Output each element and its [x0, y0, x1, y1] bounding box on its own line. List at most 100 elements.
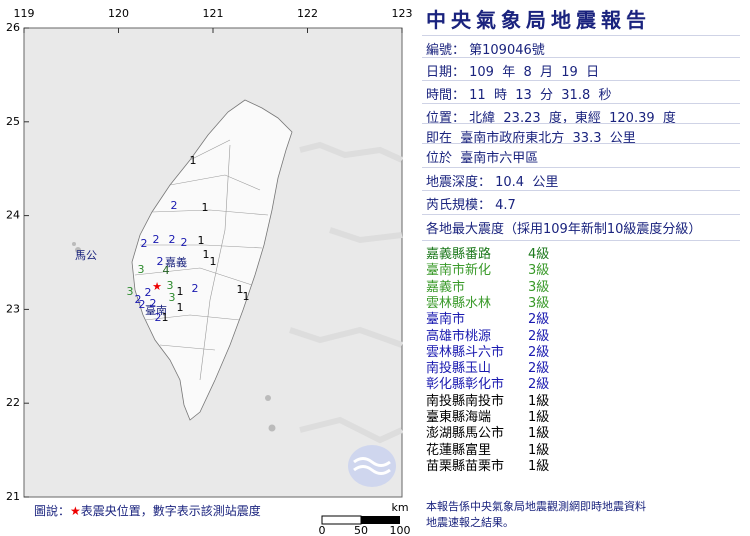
station-intensity: 3	[127, 285, 134, 298]
taiwan	[131, 99, 293, 421]
station-intensity: 3	[169, 291, 176, 304]
separator	[422, 143, 740, 144]
station-level: 2級	[528, 328, 550, 344]
scale-bar	[361, 516, 400, 524]
station-level: 2級	[528, 312, 550, 328]
legend: 圖說：★表震央位置，數字表示該測站震度	[34, 502, 261, 519]
place-label: 臺南	[145, 303, 167, 317]
place-label: 馬公	[75, 249, 97, 262]
report-field: 時間： 11 時 13 分 31.8 秒	[426, 88, 612, 103]
station-intensity: 2	[192, 282, 199, 295]
station-intensity: 1	[210, 255, 217, 268]
orchid-island	[268, 424, 276, 432]
report-field: 地震深度： 10.4 公里	[426, 175, 559, 190]
station-intensity: 3	[167, 279, 174, 292]
separator	[422, 190, 740, 191]
scale-label: 50	[354, 524, 368, 536]
scale-label: 100	[390, 524, 411, 536]
station-intensity: 2	[181, 236, 188, 249]
footer-note: 地震速報之結果。	[426, 516, 514, 529]
footer-note: 本報告係中央氣象局地震觀測網即時地震資料	[426, 500, 646, 513]
separator	[422, 167, 740, 168]
station-name: 苗栗縣苗栗市	[426, 458, 505, 474]
station-level: 1級	[528, 442, 550, 458]
station-name: 嘉義縣番路	[426, 247, 492, 262]
station-intensity: 2	[141, 237, 148, 250]
station-intensity: 1	[162, 311, 169, 324]
station-intensity: 1	[203, 248, 210, 261]
seafloor	[289, 141, 404, 444]
station-name: 高雄市桃源	[426, 328, 492, 344]
station-name: 雲林縣水林	[426, 295, 492, 311]
report-field: 日期： 109 年 8 月 19 日	[426, 65, 600, 80]
station-name: 雲林縣斗六市	[426, 344, 505, 360]
penghu	[75, 247, 81, 253]
station-intensity: 2	[139, 298, 146, 311]
station-intensity: 2	[155, 311, 162, 324]
x-tick-label: 119	[14, 7, 35, 20]
report-title: 中央氣象局地震報告	[426, 8, 651, 32]
y-tick-label: 22	[6, 396, 20, 409]
x-tick-label: 120	[108, 7, 129, 20]
x-tick-label: 121	[203, 7, 224, 20]
station-level: 1級	[528, 410, 550, 425]
station-level: 3級	[528, 263, 550, 279]
separator	[422, 57, 740, 58]
report-field: 芮氏規模： 4.7	[426, 198, 516, 213]
station-intensity: 1	[177, 301, 184, 314]
station-name: 臺東縣海端	[426, 410, 492, 425]
station-intensity: 2	[135, 293, 142, 306]
station-name: 南投縣玉山	[426, 361, 492, 377]
separator	[422, 80, 740, 81]
station-intensity: 2	[157, 255, 164, 268]
station-level: 2級	[528, 377, 550, 393]
station-level: 2級	[528, 361, 550, 377]
station-intensity: 2	[145, 286, 152, 299]
separator	[422, 214, 740, 215]
legend-text: 表震央位置，數字表示該測站震度	[80, 504, 261, 518]
scale-label: 0	[319, 524, 326, 536]
county-borders	[134, 139, 269, 381]
station-intensity: 2	[169, 233, 176, 246]
epicenter: ★	[152, 280, 162, 293]
station-intensity: 2	[150, 297, 157, 310]
scale-bar	[321, 515, 362, 525]
green-island	[265, 395, 271, 401]
legend-symbol: ★	[70, 504, 81, 518]
station-intensity: 1	[202, 201, 209, 214]
separator	[422, 103, 740, 104]
station-level: 3級	[528, 279, 550, 295]
station-intensity: 1	[190, 154, 197, 167]
logo	[348, 445, 396, 487]
station-name: 花蓮縣富里	[426, 442, 492, 458]
y-tick-label: 21	[6, 490, 20, 503]
separator	[422, 35, 740, 36]
station-intensity: 2	[153, 233, 160, 246]
legend-label: 圖說：	[34, 504, 71, 518]
report-field: 編號： 第109046號	[426, 43, 545, 58]
station-intensity: 2	[171, 199, 178, 212]
station-level: 1級	[528, 393, 550, 409]
station-name: 澎湖縣馬公市	[426, 426, 505, 442]
report-field: 位置： 北緯 23.23 度，東經 120.39 度	[426, 111, 676, 126]
x-tick-label: 122	[297, 7, 318, 20]
report-field: 位於 臺南市六甲區	[426, 151, 539, 166]
station-level: 2級	[528, 344, 550, 360]
separator	[422, 123, 740, 124]
y-tick-label: 24	[6, 209, 20, 222]
scale-unit: km	[391, 501, 408, 514]
separator	[422, 240, 740, 241]
station-intensity: 1	[198, 234, 205, 247]
station-intensity: 1	[177, 285, 184, 298]
station-name: 嘉義市	[426, 279, 466, 295]
station-level: 1級	[528, 426, 550, 442]
report-panel: 中央氣象局地震報告 編號： 第109046號日期： 109 年 8 月 19 日…	[418, 0, 748, 536]
y-tick-label: 23	[6, 302, 20, 315]
station-name: 臺南市	[426, 312, 466, 328]
penghu	[72, 242, 76, 246]
y-tick-label: 25	[6, 115, 20, 128]
station-intensity: 3	[138, 263, 145, 276]
station-intensity: 4	[163, 264, 170, 277]
